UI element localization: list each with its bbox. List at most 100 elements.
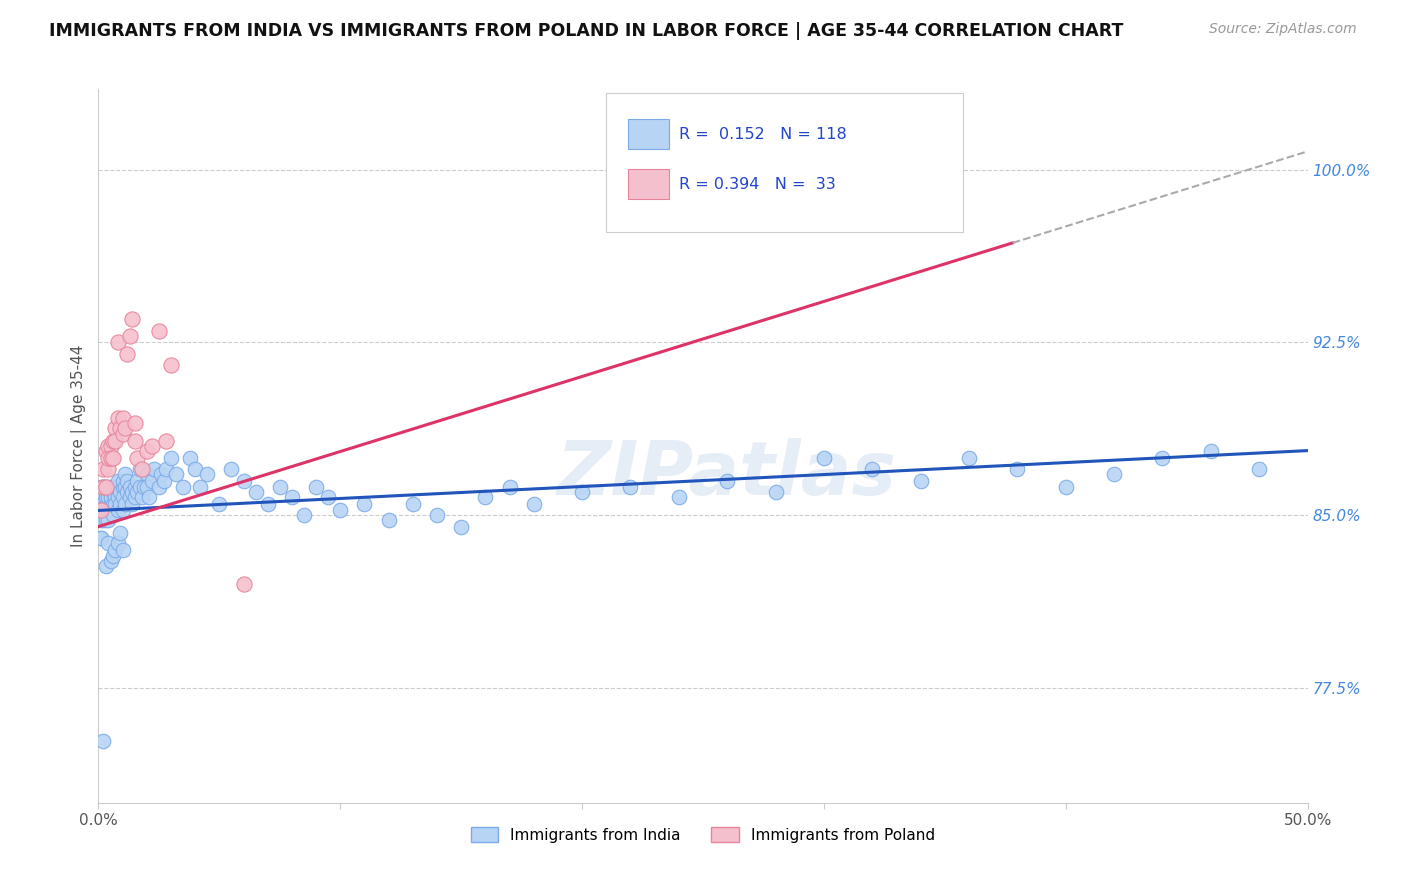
Point	[117, 485, 139, 500]
Point	[91, 497, 114, 511]
Point	[860, 462, 883, 476]
Point	[134, 480, 156, 494]
Point	[232, 577, 254, 591]
Point	[97, 490, 120, 504]
Point	[127, 485, 149, 500]
Text: IMMIGRANTS FROM INDIA VS IMMIGRANTS FROM POLAND IN LABOR FORCE | AGE 35-44 CORRE: IMMIGRANTS FROM INDIA VS IMMIGRANTS FROM…	[49, 22, 1123, 40]
Point	[269, 480, 291, 494]
Text: Source: ZipAtlas.com: Source: ZipAtlas.com	[1209, 22, 1357, 37]
Point	[124, 480, 146, 494]
Point	[94, 485, 117, 500]
Point	[1249, 462, 1271, 476]
Point	[208, 497, 231, 511]
Point	[114, 497, 136, 511]
Point	[765, 485, 787, 500]
Point	[104, 420, 127, 434]
Point	[100, 497, 122, 511]
Point	[155, 462, 177, 476]
Point	[114, 480, 136, 494]
Point	[474, 490, 496, 504]
Point	[121, 485, 143, 500]
Point	[107, 411, 129, 425]
Point	[910, 474, 932, 488]
Point	[94, 480, 117, 494]
Point	[160, 450, 183, 465]
Point	[117, 474, 139, 488]
Point	[118, 328, 141, 343]
Point	[128, 480, 150, 494]
Point	[232, 474, 254, 488]
Point	[107, 474, 129, 488]
Y-axis label: In Labor Force | Age 35-44: In Labor Force | Age 35-44	[72, 345, 87, 547]
Point	[188, 480, 211, 494]
Point	[195, 467, 218, 481]
Point	[107, 480, 129, 494]
Point	[101, 549, 124, 564]
Point	[221, 462, 243, 476]
Point	[117, 347, 139, 361]
Point	[104, 480, 127, 494]
Point	[90, 497, 112, 511]
Point	[100, 485, 122, 500]
Point	[111, 411, 134, 425]
Point	[121, 312, 143, 326]
Point	[148, 324, 170, 338]
Point	[245, 485, 267, 500]
Point	[619, 480, 641, 494]
Point	[94, 497, 117, 511]
Point	[523, 497, 546, 511]
Point	[97, 497, 120, 511]
Point	[450, 519, 472, 533]
Text: R =  0.152   N = 118: R = 0.152 N = 118	[679, 127, 846, 142]
Point	[108, 526, 131, 541]
Point	[101, 485, 124, 500]
Point	[91, 462, 114, 476]
Point	[353, 497, 375, 511]
Point	[131, 490, 153, 504]
Point	[101, 508, 124, 522]
Point	[179, 450, 201, 465]
Point	[91, 480, 114, 494]
Point	[91, 733, 114, 747]
Point	[128, 462, 150, 476]
Point	[104, 490, 127, 504]
Point	[104, 434, 127, 449]
Point	[111, 503, 134, 517]
Point	[111, 427, 134, 442]
Point	[121, 497, 143, 511]
Point	[97, 480, 120, 494]
Point	[1152, 450, 1174, 465]
Point	[1102, 467, 1125, 481]
Point	[402, 497, 425, 511]
Point	[101, 450, 124, 465]
FancyBboxPatch shape	[628, 120, 669, 149]
Point	[111, 490, 134, 504]
Text: ZIPatlas: ZIPatlas	[557, 438, 897, 511]
Point	[256, 497, 278, 511]
Point	[141, 474, 163, 488]
Point	[91, 480, 114, 494]
Point	[94, 513, 117, 527]
Point	[172, 480, 194, 494]
Point	[111, 480, 134, 494]
Text: R = 0.394   N =  33: R = 0.394 N = 33	[679, 177, 835, 192]
Point	[94, 558, 117, 573]
Legend: Immigrants from India, Immigrants from Poland: Immigrants from India, Immigrants from P…	[464, 821, 942, 848]
Point	[97, 513, 120, 527]
Point	[138, 490, 160, 504]
Point	[143, 462, 166, 476]
Point	[107, 503, 129, 517]
Point	[150, 467, 173, 481]
Point	[97, 535, 120, 549]
Point	[114, 420, 136, 434]
Point	[155, 434, 177, 449]
Point	[100, 554, 122, 568]
Point	[91, 503, 114, 517]
Point	[152, 474, 174, 488]
FancyBboxPatch shape	[606, 93, 963, 232]
Point	[141, 439, 163, 453]
Point	[97, 462, 120, 476]
Point	[108, 485, 131, 500]
Point	[124, 490, 146, 504]
Point	[316, 490, 339, 504]
